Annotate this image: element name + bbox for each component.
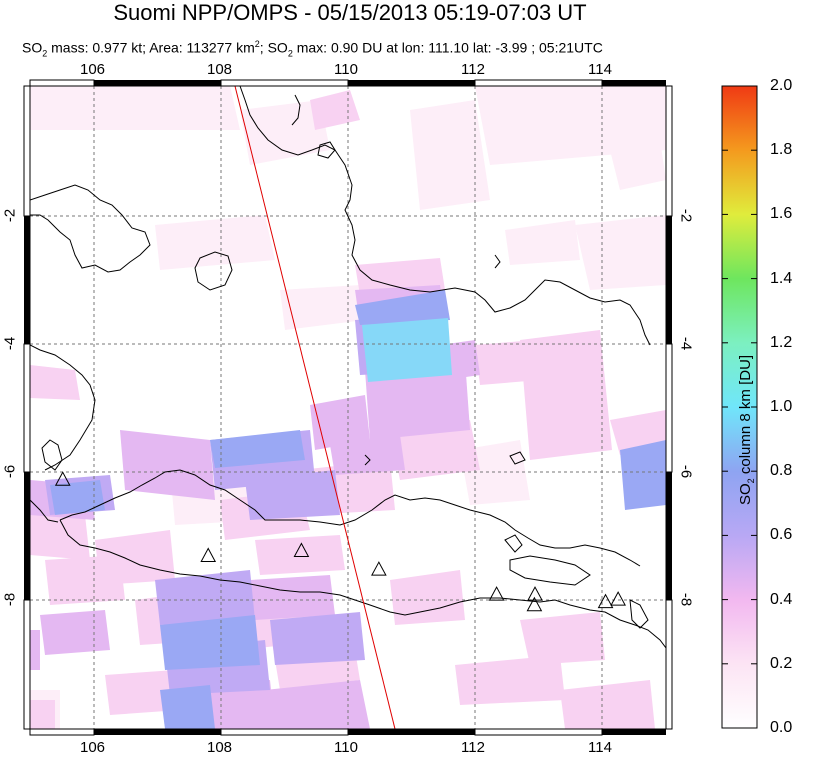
lon-label-top-106: 106 <box>80 61 106 78</box>
coastlines <box>30 86 666 649</box>
lat-label-right-m2: -2 <box>677 208 695 223</box>
colorbar-tick-label: 1.4 <box>770 269 793 287</box>
colorbar-tick-label: 1.6 <box>770 205 793 223</box>
volcano-triangle-icon <box>597 593 614 609</box>
graticule <box>30 86 666 729</box>
volcano-triangle-icon <box>488 586 505 601</box>
colorbar-label: SO2 column 8 km [DU] <box>737 354 756 505</box>
volcano-triangle-icon <box>293 542 310 557</box>
map-title: Suomi NPP/OMPS - 05/15/2013 05:19-07:03 … <box>113 0 587 25</box>
lat-label-left-m2: -2 <box>1 208 19 223</box>
lon-label-bottom-106: 106 <box>80 739 106 756</box>
colorbar-tick-label: 1.0 <box>770 398 793 415</box>
volcano-triangle-icon <box>610 591 626 606</box>
lat-label-left-m8: -8 <box>1 592 19 607</box>
colorbar-tick-label: 0.2 <box>770 654 793 672</box>
colorbar-tick-label: 1.8 <box>770 141 793 159</box>
colorbar-tick-label: 0.6 <box>770 526 793 544</box>
lon-label-bottom-114: 114 <box>588 739 612 756</box>
lat-label-left-m6: -6 <box>1 464 19 479</box>
volcano-triangle-icon <box>54 471 71 486</box>
lon-label-bottom-112: 112 <box>461 739 485 756</box>
lat-label-right-m4: -4 <box>677 336 695 351</box>
orbit-track-line <box>234 85 396 730</box>
map-subtitle: SO2 mass: 0.977 kt; Area: 113277 km2; SO… <box>22 39 603 59</box>
volcano-markers <box>54 471 626 612</box>
lon-label-bottom-108: 108 <box>207 739 233 756</box>
lon-label-top-110: 110 <box>334 61 358 78</box>
lon-label-bottom-110: 110 <box>334 739 358 756</box>
lat-label-left-m4: -4 <box>1 336 19 351</box>
colorbar-tick-label: 0.4 <box>770 590 793 608</box>
lat-label-right-m8: -8 <box>677 592 695 607</box>
colorbar-tick-label: 2.0 <box>770 77 793 94</box>
volcano-triangle-icon <box>526 596 543 612</box>
colorbar-tick-label: 0.0 <box>770 719 793 736</box>
volcano-triangle-icon <box>371 561 387 576</box>
volcano-triangle-icon <box>527 586 543 601</box>
so2-swath-cells <box>30 86 666 729</box>
colorbar-tick-label: 1.2 <box>770 333 793 351</box>
lat-label-right-m6: -6 <box>677 464 695 479</box>
lon-label-top-114: 114 <box>588 61 612 78</box>
lon-label-top-112: 112 <box>461 61 485 78</box>
axis-bars <box>23 79 673 736</box>
lon-label-top-108: 108 <box>207 61 233 78</box>
volcano-triangle-icon <box>200 547 217 562</box>
colorbar-tick-label: 0.8 <box>770 462 793 480</box>
